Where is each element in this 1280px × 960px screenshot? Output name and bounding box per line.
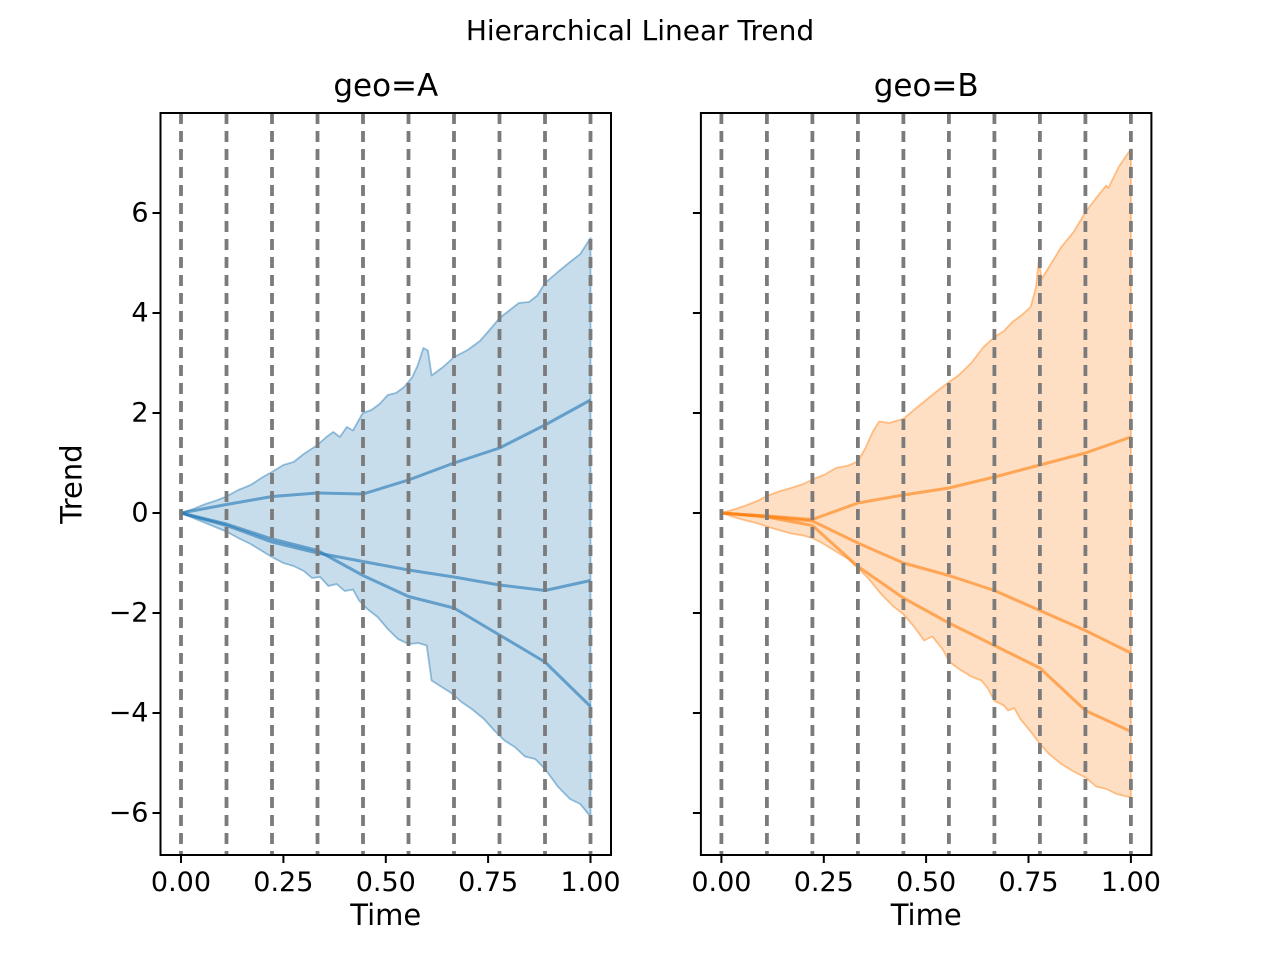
x-tick-label: 0.50	[355, 867, 416, 898]
y-tick-label: 0	[131, 497, 149, 529]
uncertainty-band	[180, 237, 592, 818]
y-tick-label: −4	[108, 697, 149, 729]
trend-sample-line	[180, 511, 591, 592]
subplot-geo-a	[152, 112, 612, 863]
x-axis-label-geo-a: Time	[350, 898, 422, 932]
subplot-geo-b	[692, 112, 1153, 863]
trend-sample-line	[721, 511, 1132, 733]
y-tick-label: −6	[108, 797, 149, 829]
x-tick-label: 0.75	[458, 867, 519, 898]
y-tick-label: −2	[108, 597, 149, 629]
x-tick-label: 1.00	[560, 867, 621, 898]
y-tick-label: 6	[131, 197, 149, 229]
y-tick-label: 4	[131, 297, 149, 329]
x-tick-label: 0.75	[998, 867, 1059, 898]
figure-title: Hierarchical Linear Trend	[465, 14, 815, 47]
trend-sample-line	[721, 511, 1132, 655]
x-axis-label-geo-b: Time	[890, 898, 962, 932]
trend-sample-line	[180, 398, 592, 515]
y-tick-label: 2	[131, 397, 149, 429]
x-tick-label: 0.00	[691, 867, 752, 898]
x-tick-label: 0.25	[253, 867, 314, 898]
x-tick-label: 1.00	[1100, 867, 1161, 898]
subplot-title-geo-a: geo=A	[333, 68, 439, 104]
x-tick-label: 0.00	[150, 867, 212, 898]
uncertainty-band	[720, 148, 1132, 799]
x-tick-label: 0.50	[896, 867, 957, 898]
x-tick-label: 0.25	[793, 867, 854, 898]
trend-sample-line	[180, 511, 592, 708]
subplot-title-geo-b: geo=B	[873, 68, 979, 104]
